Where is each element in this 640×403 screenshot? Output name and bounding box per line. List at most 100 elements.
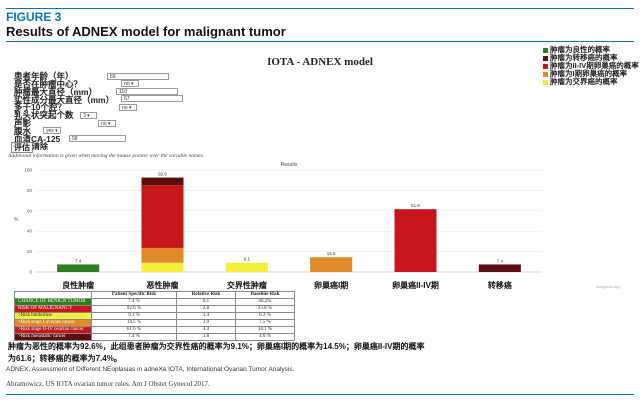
legend-swatch-borderline: [543, 79, 548, 85]
risk-table-cell-baseline: 14.1 %: [235, 326, 295, 334]
risk-table-cell-relative: 2.8: [176, 305, 236, 313]
legend-label-metastatic: 肿瘤为转移癌的概率: [550, 53, 618, 62]
y-tick-label: 60: [27, 208, 33, 213]
legend-item-stage-2-4: 肿瘤为II-IV期卵巢癌的概率: [543, 62, 639, 70]
risk-table-header-cell: Patient Specific Risk: [91, 291, 177, 299]
risk-table-header-cell: Baseline Risk: [235, 291, 295, 299]
ascites-select[interactable]: yes ▾: [43, 127, 61, 134]
solid-diameter-input[interactable]: 67: [121, 95, 183, 102]
bar-segment-malignant: [141, 185, 184, 248]
risk-table-cell-label: RISK OF MALIGNANCY: [14, 305, 92, 313]
y-axis-label: %: [14, 217, 19, 223]
oncology-center-select[interactable]: no ▾: [121, 80, 139, 87]
risk-table-header-cell: [14, 291, 92, 299]
risk-table-cell-baseline: 7.5 %: [235, 319, 295, 327]
legend-label-stage-1: 肿瘤为I期卵巢癌的概率: [550, 69, 628, 78]
bar-segment-malignant: [141, 262, 184, 272]
risk-table-cell-label: >Risk stage I ovarian cancer: [14, 319, 92, 327]
chart-title: Results: [281, 162, 298, 168]
risk-table-cell-label: >Risk metastatic cancer: [14, 333, 92, 341]
results-chart-svg: Results 0 20 40 60 80 100% 7.4 良性肿瘤 92.6 恶性肿瘤 9.1 交界…: [14, 162, 542, 290]
risk-table-cell-patient: 9.1 %: [91, 312, 177, 320]
risk-table-cell-label: CHANCE OF BENIGN TUMOR: [14, 298, 92, 306]
bottom-rule: [6, 394, 634, 395]
form-label-locules: 多于10个腔？: [14, 102, 66, 112]
calculate-button[interactable]: 评估: [11, 142, 33, 153]
form-label-acoustic-shadow: 声影: [14, 118, 32, 128]
x-category-label: 卵巢癌I期: [314, 280, 348, 290]
legend-swatch-benign: [543, 47, 548, 53]
risk-table-row: >Risk metastatic cancer 7.4 % 1.8 4.0 %: [14, 333, 295, 341]
acoustic-shadow-select[interactable]: no ▾: [98, 120, 116, 127]
risk-table-cell-patient: 7.4 %: [91, 333, 177, 341]
legend-label-stage-2-4: 肿瘤为II-IV期卵巢癌的概率: [550, 61, 639, 70]
risk-table: Patient Specific Risk Relative Risk Base…: [14, 291, 295, 341]
bar-segment-malignant: [141, 177, 184, 186]
clear-button[interactable]: 清除: [32, 142, 48, 151]
y-tick-label: 100: [24, 168, 32, 173]
x-category-label: 良性肿瘤: [62, 280, 94, 290]
legend-item-borderline: 肿瘤为交界癌的概率: [543, 78, 639, 86]
form-label-max-diameter: 肿瘤最大直径（mm）: [14, 87, 98, 97]
form-label-oncology-center: 是否在肿瘤中心？: [14, 79, 83, 89]
bar: [478, 264, 521, 272]
legend-item-metastatic: 肿瘤为转移癌的概率: [543, 54, 639, 62]
bar: [225, 262, 268, 272]
bar: [57, 264, 100, 272]
chinese-caption: 肿瘤为恶性的概率为92.6%，此组患者肿瘤为交界性癌的概率为9.1%；卵巢癌I期…: [8, 342, 425, 363]
top-rule: [6, 8, 634, 9]
ca125-input[interactable]: 58: [69, 135, 126, 142]
risk-table-header: Patient Specific Risk Relative Risk Base…: [14, 291, 295, 299]
x-category-label: 恶性肿瘤: [147, 280, 179, 290]
risk-table-cell-relative: 1.4: [176, 312, 236, 320]
bar-value-label: 92.6: [158, 172, 167, 177]
risk-table-cell-label: >Risk stage II-IV ovarian cancer: [14, 326, 92, 334]
risk-table-cell-relative: 1.9: [176, 319, 236, 327]
age-input[interactable]: 69: [107, 73, 169, 80]
form-label-papillations: 乳头状突起个数: [14, 110, 74, 120]
form-label-solid-diameter: 实性成分最大直径（mm）: [14, 95, 115, 105]
chart-legend: 肿瘤为良性的概率 肿瘤为转移癌的概率 肿瘤为II-IV期卵巢癌的概率 肿瘤为I期…: [543, 46, 639, 86]
bar-value-label: 9.1: [244, 257, 251, 262]
papillations-select[interactable]: 3 ▾: [80, 112, 97, 119]
legend-item-stage-1: 肿瘤为I期卵巢癌的概率: [543, 70, 639, 78]
form-note: Additional information is given when mov…: [8, 153, 204, 159]
risk-table-cell-label: >Risk borderline: [14, 312, 92, 320]
y-tick-label: 0: [29, 270, 32, 275]
form-label-age: 患者年龄（年）: [14, 71, 74, 81]
risk-table-row: >Risk stage I ovarian cancer 14.5 % 1.9 7.5…: [14, 319, 295, 327]
y-tick-label: 20: [27, 249, 33, 254]
bar: [394, 209, 437, 272]
risk-table-cell-relative: 0.1: [176, 298, 236, 306]
risk-table-cell-patient: 61.6 %: [91, 326, 177, 334]
risk-table-row: >Risk stage II-IV ovarian cancer 61.6 % 4.…: [14, 326, 295, 334]
risk-table-header-cell: Relative Risk: [176, 291, 236, 299]
footnote: ADNEX, Assessment of Different NEoplasia…: [6, 366, 295, 373]
y-tick-label: 40: [27, 229, 33, 234]
figure-label: FIGURE 3: [6, 10, 62, 24]
risk-table-row: >Risk borderline 9.1 % 1.4 6.3 %: [14, 312, 295, 320]
risk-table-cell-patient: 14.5 %: [91, 319, 177, 327]
citation: Abramowicz. US IOTA ovarian tumor rules.…: [6, 380, 210, 388]
title-rule: [6, 41, 634, 42]
x-category-label: 交界性肿瘤: [227, 280, 267, 290]
bar-value-label: 14.5: [327, 251, 336, 256]
x-category-label: 转移癌: [488, 280, 512, 290]
x-category-label: 卵巢癌II-IV期: [392, 280, 439, 290]
legend-label-borderline: 肿瘤为交界癌的概率: [550, 77, 618, 86]
max-diameter-input[interactable]: 110: [116, 88, 178, 95]
risk-table-cell-baseline: 4.0 %: [235, 333, 295, 341]
model-title: IOTA - ADNEX model: [267, 56, 373, 68]
locules-select[interactable]: no ▾: [119, 104, 137, 111]
risk-table-cell-baseline: 33.8 %: [235, 305, 295, 313]
risk-table-cell-baseline: 66.2%: [235, 298, 295, 306]
risk-table-cell-baseline: 6.3 %: [235, 312, 295, 320]
results-chart: Results 0 20 40 60 80 100% 7.4 良性肿瘤 92.6 恶性肿瘤 9.1 交界…: [8, 160, 634, 310]
risk-table-row: CHANCE OF BENIGN TUMOR 7.4 % 0.1 66.2%: [14, 298, 295, 306]
form-label-ca125: 血清CA-125: [14, 134, 61, 144]
risk-table-row: RISK OF MALIGNANCY 92.6 % 2.8 33.8 %: [14, 305, 295, 313]
risk-table-cell-relative: 4.4: [176, 326, 236, 334]
figure-banner: FIGURE 3 Results of ADNEX model for mali…: [0, 0, 640, 46]
form-label-ascites: 腹水: [14, 126, 32, 136]
legend-swatch-stage-1: [543, 71, 548, 77]
